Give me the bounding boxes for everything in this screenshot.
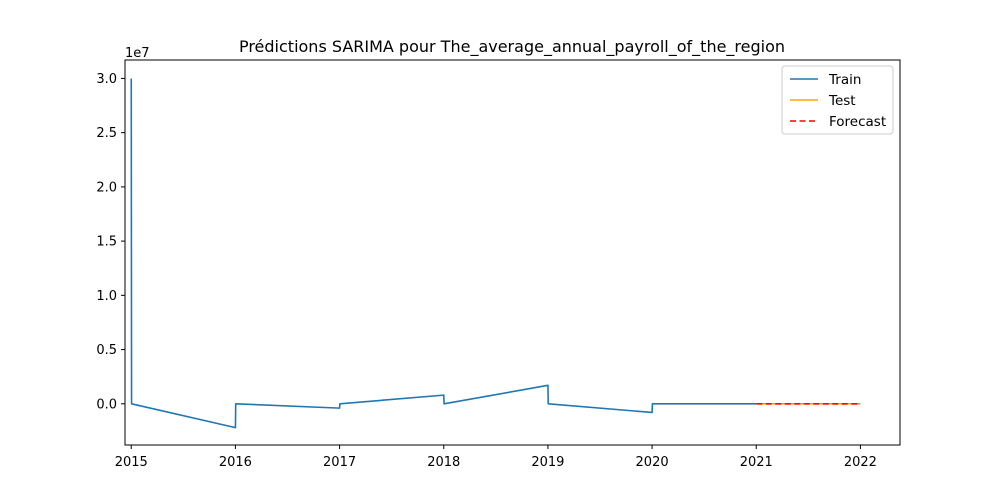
series-layer xyxy=(130,78,861,429)
chart-title: Prédictions SARIMA pour The_average_annu… xyxy=(239,37,785,57)
legend-box xyxy=(781,65,894,135)
legend-label-forecast: Forecast xyxy=(829,114,886,130)
x-tick-label: 2018 xyxy=(427,455,460,470)
y-axis: 0.0 0.5 1.0 1.5 2.0 2.5 3.0 xyxy=(96,72,125,412)
x-tick-label: 2019 xyxy=(531,455,564,470)
plot-frame xyxy=(124,59,901,446)
x-tick-label: 2020 xyxy=(636,455,669,470)
legend-label-test: Test xyxy=(828,93,856,109)
y-offset-label: 1e7 xyxy=(125,46,150,61)
series-line-train xyxy=(130,78,757,429)
x-tick-label: 2022 xyxy=(844,455,877,470)
x-tick-label: 2015 xyxy=(115,455,148,470)
y-tick-label: 1.5 xyxy=(96,235,117,250)
x-tick-label: 2021 xyxy=(740,455,773,470)
x-axis: 2015 2016 2017 2018 2019 2020 2021 2022 xyxy=(115,445,877,470)
y-tick-label: 0.5 xyxy=(96,343,117,358)
legend: Train Test Forecast xyxy=(781,65,894,135)
y-tick-label: 0.0 xyxy=(96,397,117,412)
x-tick-label: 2016 xyxy=(219,455,252,470)
y-tick-label: 3.0 xyxy=(96,72,117,87)
legend-label-train: Train xyxy=(828,72,861,88)
y-tick-label: 1.0 xyxy=(96,289,117,304)
y-tick-label: 2.5 xyxy=(96,126,117,141)
y-tick-label: 2.0 xyxy=(96,180,117,195)
x-tick-label: 2017 xyxy=(323,455,356,470)
